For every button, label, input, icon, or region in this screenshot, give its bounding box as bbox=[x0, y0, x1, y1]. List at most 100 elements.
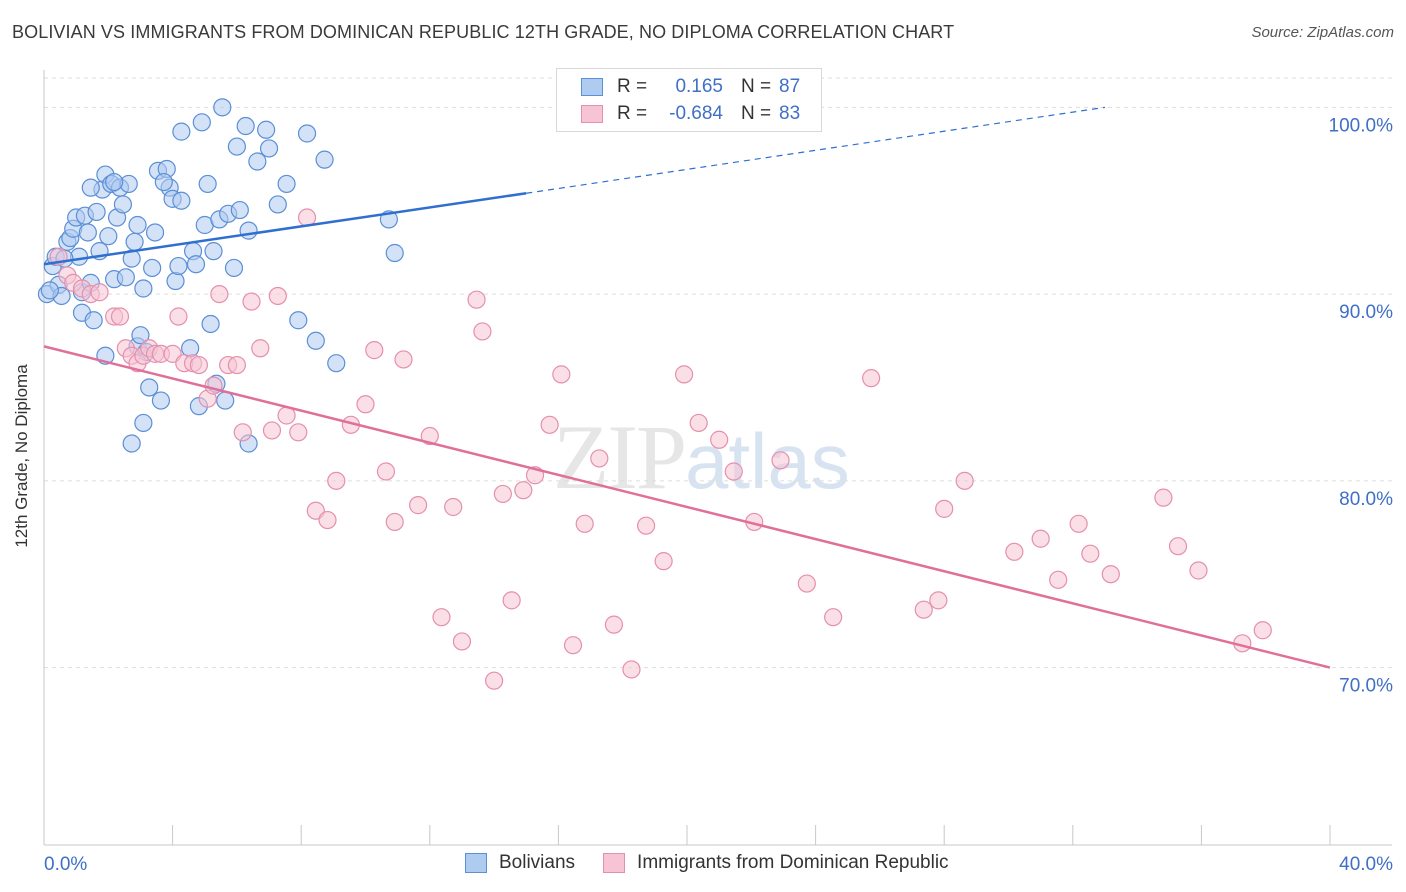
y-tick-label: 100.0% bbox=[1329, 115, 1394, 136]
dominican-point bbox=[654, 552, 673, 571]
dominican-point bbox=[1049, 570, 1068, 589]
dominican-point bbox=[327, 471, 346, 490]
dominican-point bbox=[204, 376, 223, 395]
bolivian-point bbox=[87, 202, 106, 222]
r-label: R = bbox=[617, 103, 648, 124]
bolivian-point bbox=[236, 116, 255, 136]
bolivian-point bbox=[248, 152, 267, 171]
bolivian-trend-extension bbox=[526, 106, 1106, 194]
bolivian-point bbox=[122, 434, 141, 453]
dominican-point bbox=[724, 462, 743, 481]
dominican-point bbox=[929, 591, 948, 610]
dominican-point bbox=[452, 632, 472, 651]
dominican-point bbox=[1031, 529, 1050, 548]
legend-label-bolivians: Bolivians bbox=[499, 852, 576, 873]
legend-swatch-pink bbox=[581, 105, 603, 123]
dominican-point bbox=[251, 339, 270, 358]
dominican-point bbox=[590, 449, 609, 468]
dominican-point bbox=[467, 290, 486, 309]
dominican-point bbox=[636, 516, 656, 535]
bolivian-point bbox=[84, 311, 103, 330]
bolivian-point bbox=[145, 223, 165, 242]
bolivian-point bbox=[40, 281, 59, 300]
y-axis-label: 12th Grade, No Diploma bbox=[12, 364, 31, 548]
dominican-point bbox=[485, 671, 504, 690]
dominican-point bbox=[376, 462, 396, 481]
dominican-point bbox=[385, 512, 404, 532]
bolivian-point bbox=[239, 221, 258, 240]
dominican-point bbox=[242, 292, 261, 311]
legend-item-dominican[interactable]: Immigrants from Dominican Republic bbox=[603, 852, 949, 874]
legend-swatch-blue bbox=[581, 78, 603, 96]
dominican-point bbox=[955, 471, 974, 490]
dominican-trend-line bbox=[43, 345, 1331, 669]
dominican-point bbox=[1168, 537, 1188, 556]
y-tick-label: 80.0% bbox=[1339, 489, 1393, 510]
legend-label-dominican: Immigrants from Dominican Republic bbox=[637, 852, 949, 873]
dominican-point bbox=[473, 322, 492, 341]
bolivian-point bbox=[186, 255, 206, 274]
dominican-point bbox=[914, 600, 933, 619]
dominican-point bbox=[540, 415, 559, 434]
legend-swatch-blue bbox=[465, 853, 487, 873]
dominican-point bbox=[233, 423, 252, 442]
bolivian-point bbox=[125, 232, 144, 251]
dominican-point bbox=[227, 355, 246, 375]
bolivian-point bbox=[224, 258, 244, 278]
legend-swatch-pink bbox=[603, 853, 626, 873]
bolivian-point bbox=[113, 195, 133, 214]
dominican-point bbox=[268, 286, 287, 306]
n-value: 87 bbox=[779, 76, 801, 97]
bolivian-point bbox=[213, 98, 232, 117]
bolivian-point bbox=[227, 137, 246, 156]
dominican-point bbox=[514, 481, 533, 500]
dominican-point bbox=[862, 369, 881, 388]
source-label: Source: ZipAtlas.com bbox=[1251, 24, 1394, 41]
dominican-point bbox=[444, 497, 463, 517]
bolivian-point bbox=[116, 268, 135, 287]
dominican-point bbox=[420, 426, 439, 446]
bolivian-point bbox=[289, 311, 308, 330]
dominican-point bbox=[563, 636, 583, 655]
dominican-point bbox=[1154, 488, 1173, 507]
bolivian-point bbox=[172, 191, 191, 210]
dominican-point bbox=[935, 499, 954, 518]
chart-title: BOLIVIAN VS IMMIGRANTS FROM DOMINICAN RE… bbox=[12, 22, 955, 42]
n-value: 83 bbox=[779, 103, 801, 124]
bolivian-point bbox=[257, 120, 276, 139]
bolivian-point bbox=[306, 331, 325, 350]
bolivian-point bbox=[134, 413, 153, 433]
dominican-point bbox=[1005, 542, 1024, 561]
bolivian-point bbox=[277, 174, 296, 194]
bolivian-point bbox=[230, 200, 249, 220]
dominican-point bbox=[262, 421, 282, 440]
x-tick-label: 0.0% bbox=[44, 854, 87, 875]
n-label: N = bbox=[741, 103, 772, 124]
bolivian-point bbox=[315, 150, 334, 169]
bolivian-point bbox=[172, 122, 191, 141]
correlation-legend: R = 0.165 N = 87 R = -0.684 N = 83 bbox=[556, 68, 822, 132]
bolivian-point bbox=[99, 227, 118, 246]
watermark-atlas: atlas bbox=[685, 417, 850, 505]
dominican-point bbox=[622, 660, 641, 679]
bolivian-point bbox=[297, 124, 317, 143]
x-tick-label: 40.0% bbox=[1339, 854, 1393, 875]
n-label: N = bbox=[741, 76, 772, 97]
dominican-point bbox=[1101, 565, 1120, 584]
bolivian-point bbox=[259, 139, 279, 158]
dominican-point bbox=[169, 307, 188, 326]
dominican-point bbox=[824, 608, 843, 627]
dominican-point bbox=[210, 284, 229, 304]
r-label: R = bbox=[617, 76, 648, 97]
dominican-point bbox=[365, 341, 384, 360]
dominican-point bbox=[1069, 514, 1088, 533]
dominican-point bbox=[90, 283, 109, 302]
dominican-point bbox=[189, 355, 209, 375]
bolivian-point bbox=[204, 242, 223, 261]
dominican-point bbox=[552, 365, 571, 384]
dominican-point bbox=[318, 510, 337, 530]
legend-item-bolivians[interactable]: Bolivians bbox=[465, 852, 575, 874]
y-tick-label: 70.0% bbox=[1339, 676, 1393, 697]
dominican-point bbox=[710, 430, 729, 449]
